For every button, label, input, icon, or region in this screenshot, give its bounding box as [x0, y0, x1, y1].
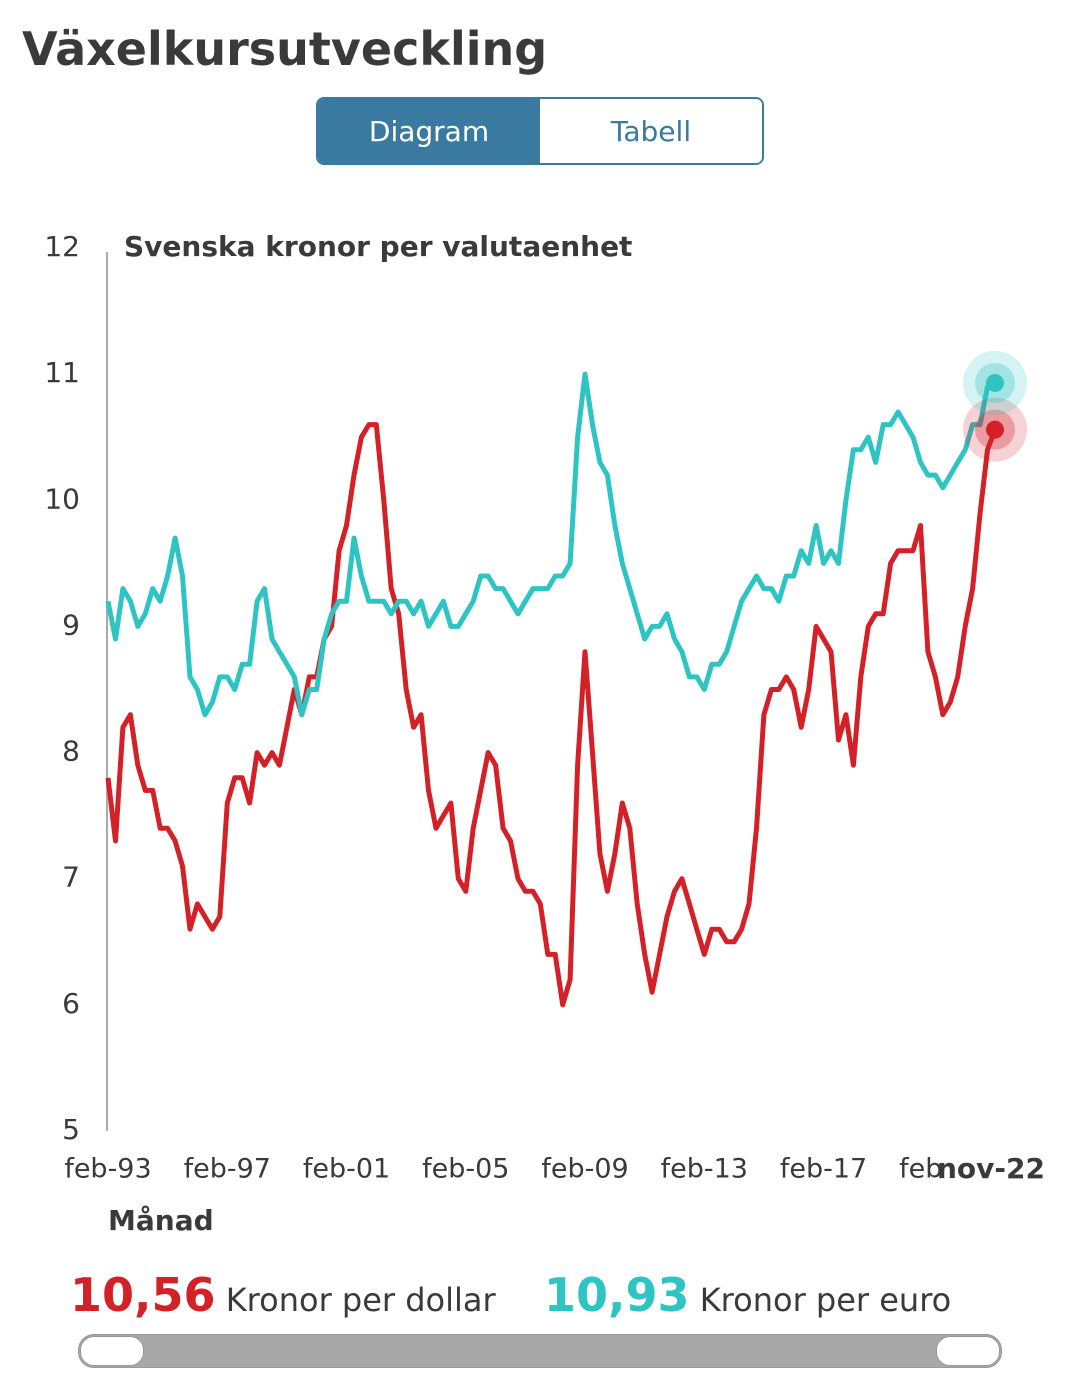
y-tick-label: 5 — [62, 1113, 80, 1146]
end-marker — [986, 420, 1004, 439]
page-title: Växelkursutveckling — [22, 22, 548, 76]
x-tick-label: feb-01 — [303, 1154, 390, 1185]
range-start-handle[interactable] — [80, 1336, 144, 1366]
series-line — [105, 422, 998, 1008]
end-marker — [986, 373, 1004, 392]
label-backdrop — [942, 1150, 1052, 1190]
y-tick-label: 7 — [62, 861, 80, 894]
x-tick-label: feb-05 — [422, 1154, 509, 1185]
x-tick-label: feb-09 — [541, 1154, 628, 1185]
euro-latest: 10,93 — [544, 1268, 690, 1322]
view-toggle: Diagram Tabell — [316, 97, 764, 165]
y-tick-label: 8 — [62, 735, 80, 768]
y-tick-label: 11 — [44, 356, 80, 389]
range-end-handle[interactable] — [936, 1336, 1000, 1366]
x-tick-label: feb-97 — [184, 1154, 271, 1185]
tab-diagram[interactable]: Diagram — [318, 99, 540, 163]
range-slider[interactable] — [78, 1334, 1002, 1368]
y-tick-label: 6 — [62, 987, 80, 1020]
chart-subtitle: Svenska kronor per valutaenhet — [124, 230, 632, 263]
euro-name: Kronor per euro — [699, 1281, 952, 1319]
chart: Svenska kronor per valutaenhet Månad 5 6 7… — [44, 230, 1052, 1237]
dollar-latest: 10,56 — [70, 1268, 216, 1322]
tab-table[interactable]: Tabell — [540, 99, 762, 163]
y-tick-label: 9 — [62, 608, 80, 641]
x-tick-label: feb-13 — [661, 1154, 748, 1185]
x-tick-label: feb-93 — [64, 1154, 151, 1185]
series-line — [105, 371, 997, 718]
x-axis-label: Månad — [108, 1204, 214, 1237]
y-tick-label: 12 — [44, 230, 80, 263]
summary: 10,56 Kronor per dollar 10,93 Kronor per… — [70, 1268, 951, 1322]
y-tick-label: 10 — [44, 482, 80, 515]
dollar-name: Kronor per dollar — [225, 1281, 496, 1319]
x-tick-label-latest: nov-22 — [937, 1152, 1045, 1185]
x-tick-label: feb-17 — [780, 1154, 867, 1185]
